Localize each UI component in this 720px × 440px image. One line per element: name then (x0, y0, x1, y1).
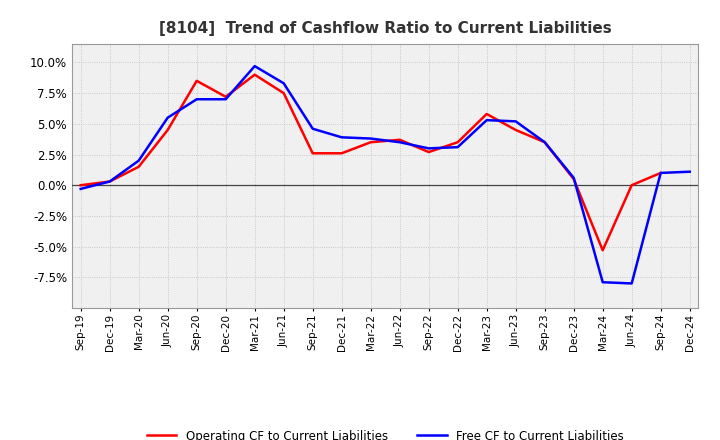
Free CF to Current Liabilities (657, 170, 665, 176)
Free CF to Current Liabilities (76, 186, 85, 191)
Operating CF to Current Liabilities (454, 139, 462, 145)
Line: Free CF to Current Liabilities: Free CF to Current Liabilities (81, 66, 690, 283)
Free CF to Current Liabilities (279, 81, 288, 86)
Operating CF to Current Liabilities (308, 150, 317, 156)
Operating CF to Current Liabilities (279, 91, 288, 96)
Operating CF to Current Liabilities (482, 111, 491, 117)
Operating CF to Current Liabilities (424, 150, 433, 155)
Operating CF to Current Liabilities (627, 183, 636, 188)
Operating CF to Current Liabilities (598, 248, 607, 253)
Operating CF to Current Liabilities (221, 94, 230, 99)
Free CF to Current Liabilities (482, 117, 491, 123)
Free CF to Current Liabilities (192, 97, 201, 102)
Free CF to Current Liabilities (454, 144, 462, 150)
Free CF to Current Liabilities (598, 279, 607, 285)
Free CF to Current Liabilities (163, 115, 172, 120)
Free CF to Current Liabilities (338, 135, 346, 140)
Operating CF to Current Liabilities (135, 164, 143, 169)
Legend: Operating CF to Current Liabilities, Free CF to Current Liabilities: Operating CF to Current Liabilities, Fre… (142, 425, 629, 440)
Free CF to Current Liabilities (221, 97, 230, 102)
Operating CF to Current Liabilities (511, 127, 520, 132)
Operating CF to Current Liabilities (192, 78, 201, 84)
Operating CF to Current Liabilities (251, 72, 259, 77)
Free CF to Current Liabilities (627, 281, 636, 286)
Operating CF to Current Liabilities (338, 150, 346, 156)
Operating CF to Current Liabilities (657, 170, 665, 176)
Operating CF to Current Liabilities (395, 137, 404, 143)
Operating CF to Current Liabilities (541, 139, 549, 145)
Free CF to Current Liabilities (135, 158, 143, 163)
Free CF to Current Liabilities (570, 175, 578, 180)
Free CF to Current Liabilities (105, 179, 114, 184)
Free CF to Current Liabilities (541, 139, 549, 145)
Operating CF to Current Liabilities (76, 183, 85, 188)
Free CF to Current Liabilities (395, 139, 404, 145)
Operating CF to Current Liabilities (366, 139, 375, 145)
Free CF to Current Liabilities (685, 169, 694, 174)
Free CF to Current Liabilities (424, 146, 433, 151)
Operating CF to Current Liabilities (570, 176, 578, 182)
Free CF to Current Liabilities (366, 136, 375, 141)
Operating CF to Current Liabilities (163, 127, 172, 132)
Line: Operating CF to Current Liabilities: Operating CF to Current Liabilities (81, 75, 661, 250)
Free CF to Current Liabilities (511, 119, 520, 124)
Free CF to Current Liabilities (251, 63, 259, 69)
Operating CF to Current Liabilities (105, 179, 114, 184)
Free CF to Current Liabilities (308, 126, 317, 132)
Title: [8104]  Trend of Cashflow Ratio to Current Liabilities: [8104] Trend of Cashflow Ratio to Curren… (159, 21, 611, 36)
